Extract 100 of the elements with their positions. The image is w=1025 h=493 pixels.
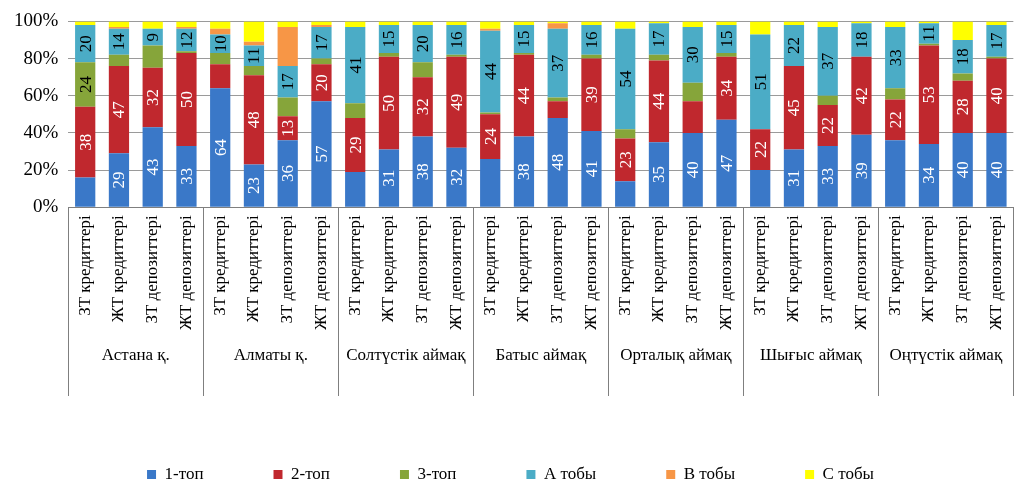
x-tick-label: ЗТ депозиттері (952, 214, 972, 324)
bar (446, 147, 467, 207)
data-label: 32 (143, 89, 163, 107)
legend-label: 2-топ (291, 463, 330, 483)
x-tick-label: ЗТ депозиттері (277, 214, 297, 324)
data-label: 31 (784, 169, 804, 187)
data-label: 40 (683, 161, 703, 179)
bar (750, 21, 771, 35)
data-label: 11 (919, 25, 939, 42)
bar (716, 56, 737, 120)
bar (716, 52, 737, 57)
legend-label: 1-топ (164, 463, 204, 483)
data-label: 33 (176, 167, 196, 185)
x-tick-label: ЖТ депозиттері (985, 214, 1005, 330)
data-label: 32 (413, 98, 433, 116)
bar (547, 118, 568, 207)
bar (345, 26, 366, 104)
data-label: 47 (109, 100, 129, 119)
data-label: 20 (413, 35, 433, 53)
x-tick-label: ЖТ кредиттері (513, 214, 533, 323)
x-tick-label: ЗТ кредиттері (479, 214, 499, 316)
bar (243, 75, 265, 165)
bar (885, 140, 906, 207)
bar (243, 41, 265, 46)
x-tick-label: ЗТ кредиттері (74, 214, 94, 316)
bar (615, 181, 636, 207)
bar (885, 26, 906, 89)
data-label: 40 (986, 161, 1006, 179)
bar (412, 62, 433, 78)
data-label: 11 (244, 47, 264, 64)
text: Орталық аймақ (620, 345, 733, 365)
text: Алматы қ. (233, 345, 308, 365)
bar (682, 82, 703, 102)
bar (952, 132, 973, 207)
x-tick-label: ЗТ депозиттері (817, 214, 837, 324)
bar (581, 25, 602, 55)
bar (75, 106, 96, 178)
data-label: 20 (75, 35, 95, 53)
data-label: 47 (716, 154, 736, 172)
data-label: 17 (311, 33, 331, 52)
data-label: 22 (750, 141, 770, 159)
data-label: 38 (413, 163, 433, 181)
bar (378, 56, 400, 150)
data-label: 45 (784, 99, 804, 117)
data-label: 15 (514, 30, 534, 48)
bar (142, 67, 163, 128)
bar (311, 26, 332, 59)
data-label: 20 (311, 74, 331, 92)
x-tick-label: ЗТ кредиттері (344, 214, 364, 316)
data-label: 23 (244, 177, 264, 195)
bar (581, 54, 602, 59)
bar (480, 21, 501, 29)
x-tick-label: ЗТ кредиттері (884, 214, 904, 316)
bar (581, 131, 602, 207)
bar (986, 25, 1007, 57)
data-label: 35 (649, 165, 669, 183)
bar (885, 88, 906, 100)
bar (446, 25, 467, 55)
x-tick-label: ЖТ депозиттері (310, 214, 330, 330)
data-label: 53 (919, 86, 939, 104)
data-label: 18 (953, 48, 973, 66)
bar (952, 21, 973, 40)
bar (108, 65, 130, 154)
bar (547, 23, 568, 29)
bar (952, 73, 973, 81)
bar (345, 103, 366, 119)
bar (412, 77, 433, 137)
bar (615, 129, 636, 139)
data-label: 37 (818, 52, 838, 70)
data-label: 39 (851, 162, 871, 180)
bar (716, 119, 737, 207)
data-label: 33 (818, 167, 838, 185)
data-label: 51 (750, 73, 770, 91)
text: Солтүстік аймақ (346, 345, 467, 365)
legend-label: С тобы (822, 463, 875, 483)
data-label: 40 (953, 161, 973, 179)
bar (783, 65, 805, 150)
data-label: 22 (885, 111, 905, 129)
bar (513, 54, 535, 137)
data-label: 23 (615, 151, 635, 169)
legend-label: В тобы (683, 463, 736, 483)
x-tick-label: ЖТ кредиттері (918, 214, 938, 323)
y-tick-label: 100% (14, 9, 59, 31)
bar (277, 26, 298, 66)
y-tick-label: 60% (23, 83, 59, 105)
x-tick-label: ЖТ депозиттері (850, 214, 870, 330)
data-label: 44 (480, 62, 500, 81)
bar (648, 60, 670, 143)
x-tick-label: ЖТ кредиттері (243, 214, 263, 323)
bar (108, 153, 130, 207)
bar (75, 177, 96, 207)
data-label: 12 (176, 31, 196, 49)
bar (176, 52, 197, 146)
data-label: 38 (514, 163, 534, 181)
data-label: 24 (75, 75, 95, 94)
bar (378, 149, 400, 207)
bar (277, 140, 298, 207)
data-label: 54 (615, 70, 635, 88)
x-tick-label: ЖТ депозиттері (715, 214, 735, 330)
data-label: 34 (716, 79, 736, 97)
